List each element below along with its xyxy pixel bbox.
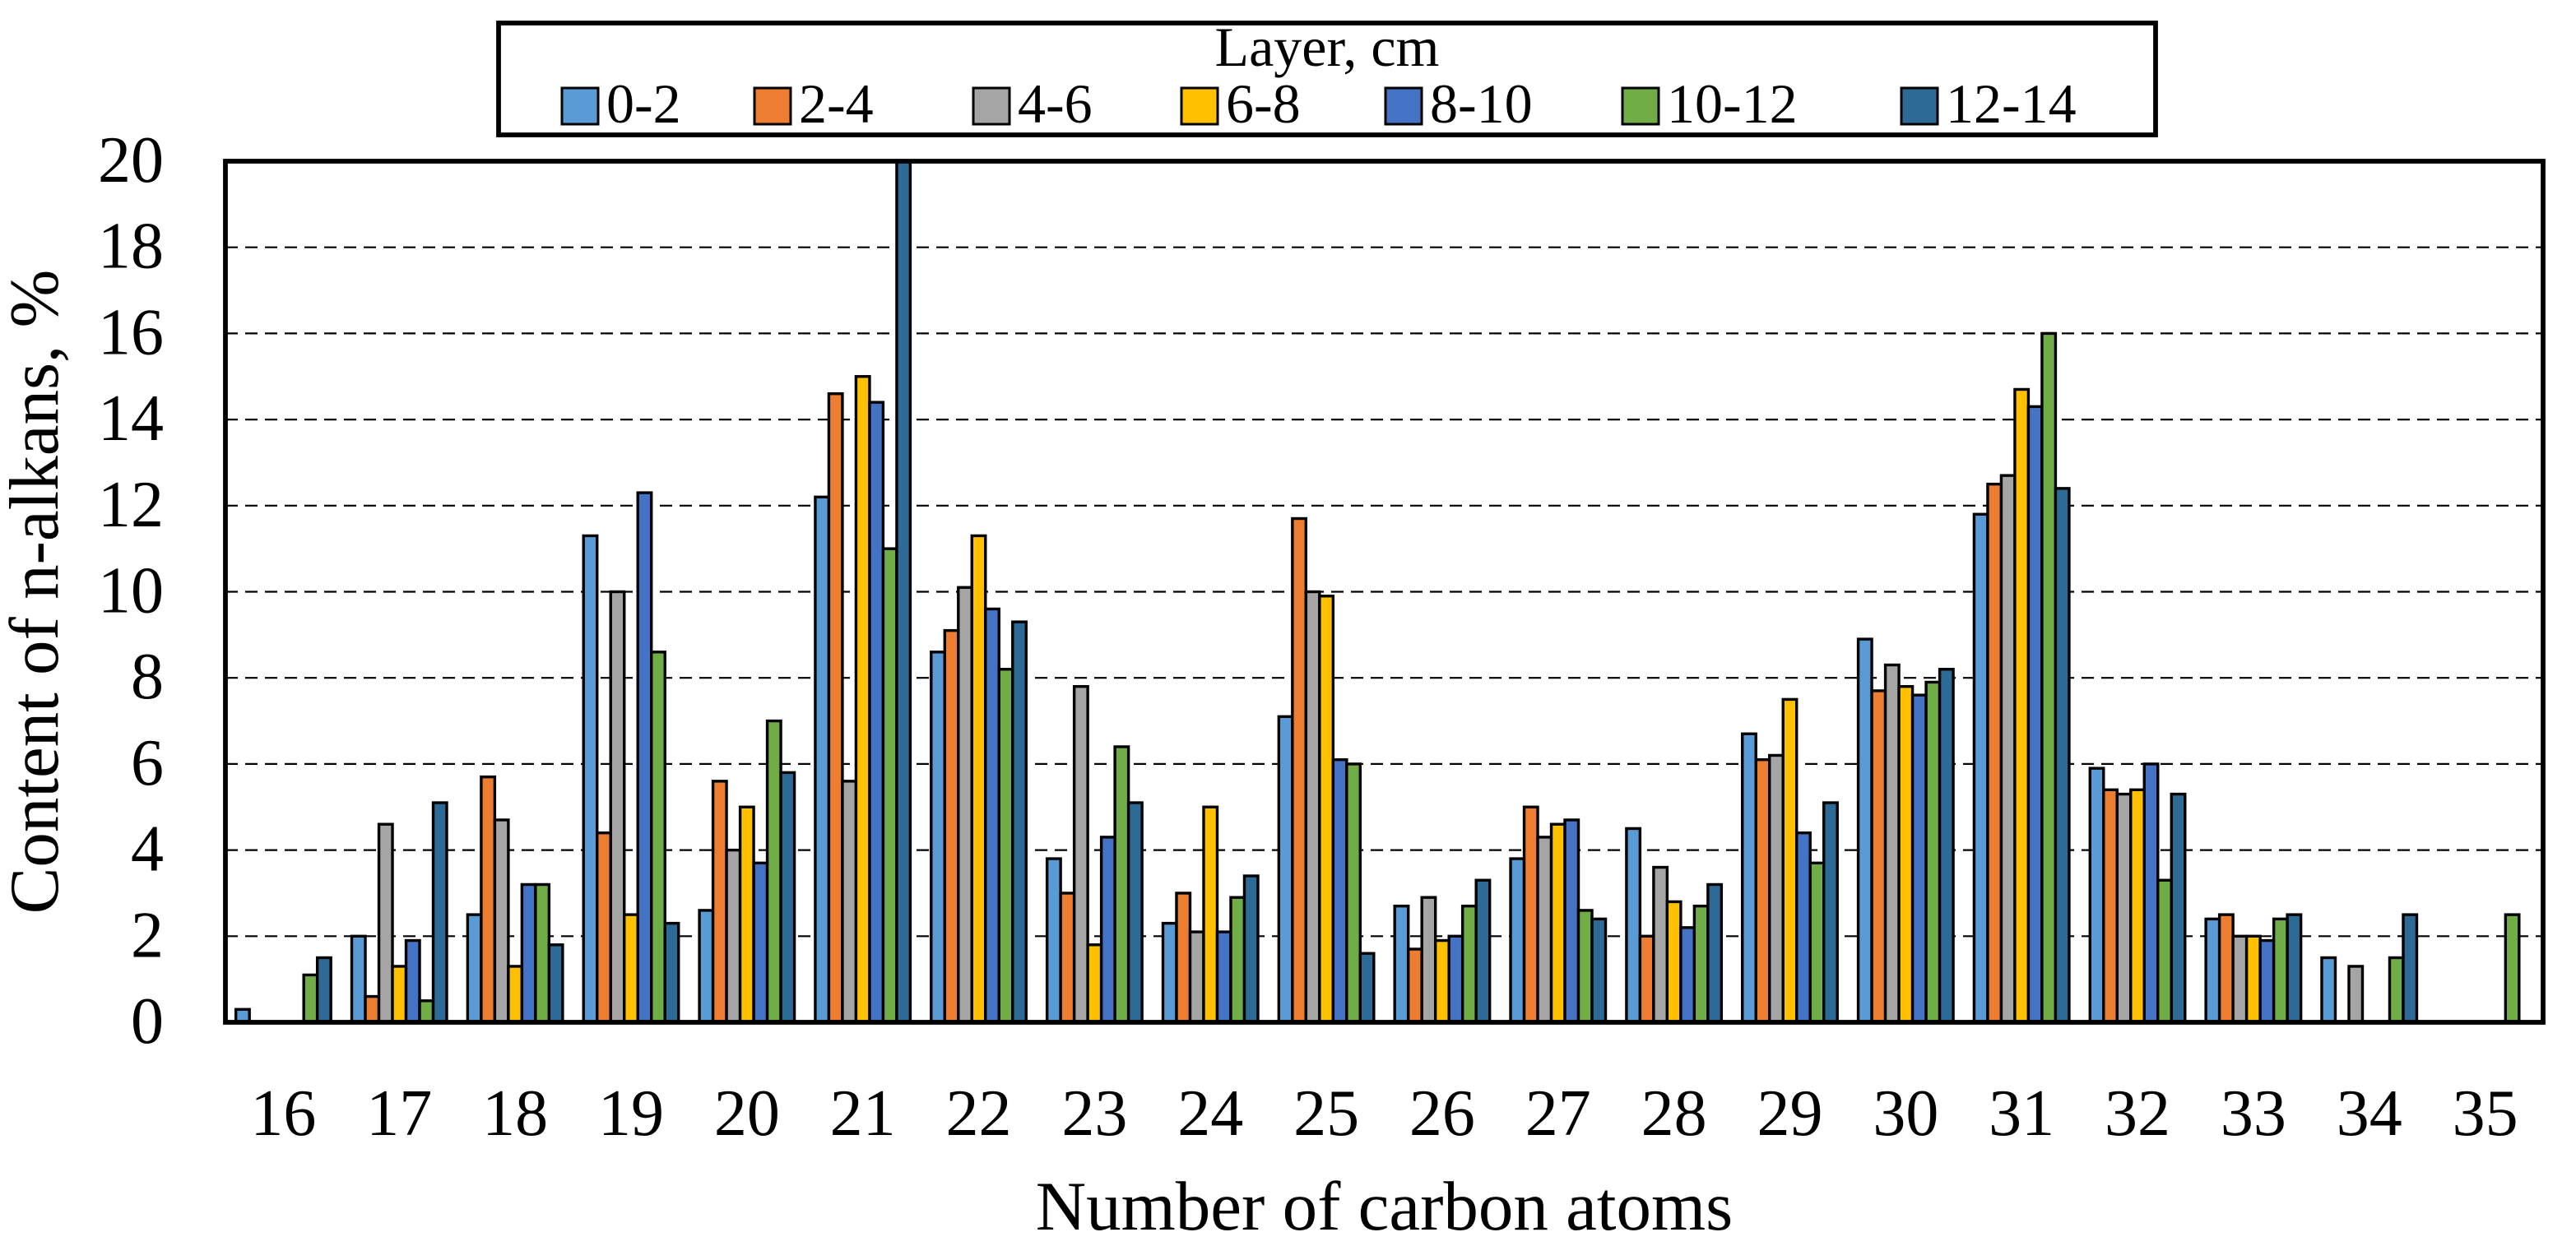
svg-text:Content of n-alkans, %: Content of n-alkans, %	[0, 270, 73, 915]
svg-text:10: 10	[98, 555, 164, 628]
svg-text:14: 14	[98, 382, 164, 455]
svg-text:10-12: 10-12	[1667, 72, 1798, 135]
svg-text:35: 35	[2453, 1077, 2518, 1150]
svg-text:17: 17	[366, 1077, 432, 1150]
svg-text:0: 0	[131, 985, 164, 1058]
svg-text:16: 16	[98, 296, 164, 368]
svg-text:24: 24	[1177, 1077, 1243, 1150]
svg-text:Number of carbon atoms: Number of carbon atoms	[1036, 1168, 1733, 1245]
svg-text:31: 31	[1989, 1077, 2054, 1150]
svg-text:21: 21	[830, 1077, 896, 1150]
svg-text:2-4: 2-4	[799, 72, 874, 135]
svg-text:12-14: 12-14	[1946, 72, 2077, 135]
svg-text:20: 20	[714, 1077, 780, 1150]
svg-text:28: 28	[1641, 1077, 1707, 1150]
svg-text:8: 8	[131, 641, 164, 713]
svg-text:18: 18	[98, 211, 164, 283]
svg-text:4-6: 4-6	[1018, 72, 1093, 135]
svg-text:20: 20	[98, 124, 164, 197]
svg-text:25: 25	[1293, 1077, 1359, 1150]
svg-text:29: 29	[1757, 1077, 1822, 1150]
svg-text:30: 30	[1873, 1077, 1938, 1150]
svg-text:27: 27	[1525, 1077, 1591, 1150]
svg-text:12: 12	[98, 469, 164, 541]
svg-text:2: 2	[131, 899, 164, 971]
svg-text:33: 33	[2221, 1077, 2286, 1150]
svg-text:18: 18	[482, 1077, 548, 1150]
svg-text:26: 26	[1409, 1077, 1475, 1150]
svg-text:0-2: 0-2	[606, 72, 681, 135]
svg-text:8-10: 8-10	[1430, 72, 1533, 135]
svg-text:16: 16	[250, 1077, 316, 1150]
svg-text:Layer, cm: Layer, cm	[1215, 16, 1440, 78]
svg-text:34: 34	[2337, 1077, 2402, 1150]
svg-text:6-8: 6-8	[1226, 72, 1301, 135]
svg-text:22: 22	[946, 1077, 1012, 1150]
svg-text:6: 6	[131, 727, 164, 799]
svg-text:4: 4	[131, 813, 164, 886]
svg-text:32: 32	[2105, 1077, 2170, 1150]
svg-text:19: 19	[598, 1077, 664, 1150]
svg-text:23: 23	[1061, 1077, 1127, 1150]
